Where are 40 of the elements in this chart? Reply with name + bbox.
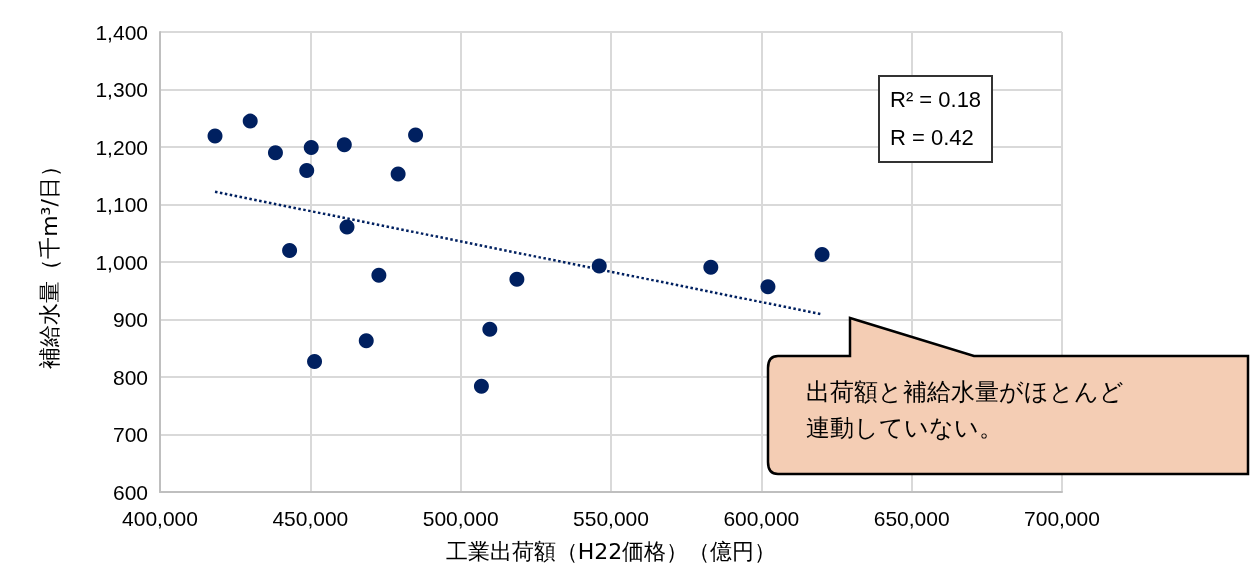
- x-tick-label: 550,000: [573, 507, 649, 530]
- point: [282, 243, 298, 258]
- point: [509, 271, 525, 287]
- x-tick-label: 600,000: [723, 507, 800, 530]
- point: [336, 137, 352, 153]
- y-tick-label: 800: [112, 365, 148, 389]
- point: [242, 113, 258, 129]
- point: [299, 163, 315, 179]
- y-tick-label: 1,200: [95, 135, 148, 159]
- point: [814, 247, 830, 263]
- y-tick-label: 1,000: [95, 250, 148, 274]
- x-tick-label: 400,000: [122, 507, 198, 530]
- point: [408, 127, 424, 143]
- point: [358, 333, 374, 349]
- x-tick-label: 500,000: [422, 507, 499, 530]
- x-tick-label: 450,000: [272, 507, 349, 530]
- annotation: R = 0.42: [890, 124, 975, 152]
- point: [339, 219, 355, 235]
- point: [390, 166, 406, 182]
- x-tick-label: 700,000: [1024, 507, 1100, 530]
- x-axis-title: 工業出荷額（H22価格）（億円）: [445, 538, 777, 564]
- y-tick-label: 900: [112, 308, 148, 331]
- point: [482, 321, 498, 337]
- point: [307, 353, 323, 369]
- point: [760, 279, 776, 295]
- point: [473, 378, 489, 394]
- y-tick-label: 700: [112, 423, 148, 446]
- point: [303, 140, 319, 156]
- x-tick-label: 650,000: [873, 507, 950, 530]
- y-tick-label: 1,100: [95, 193, 148, 216]
- point: [207, 128, 223, 144]
- annotation: 出荷額と補給水量がほとんど連動していない。: [806, 377, 1125, 444]
- point: [371, 267, 387, 283]
- y-tick-label: 1,400: [95, 20, 148, 44]
- y-tick-label: 1,300: [95, 78, 148, 101]
- y-tick-label: 600: [112, 480, 148, 504]
- point: [703, 259, 719, 275]
- point: [267, 145, 283, 161]
- y-axis-title: 補給水量（千m³/日）: [36, 155, 62, 369]
- annotation: R² = 0.18: [890, 86, 982, 114]
